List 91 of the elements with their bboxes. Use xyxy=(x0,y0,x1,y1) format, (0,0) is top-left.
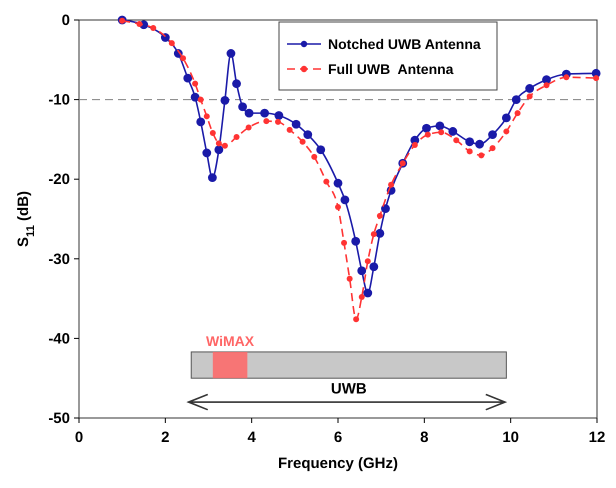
point xyxy=(196,117,206,126)
point xyxy=(488,130,497,140)
point xyxy=(292,120,301,129)
point xyxy=(246,124,252,130)
point xyxy=(526,93,533,100)
point xyxy=(478,152,484,158)
point xyxy=(260,108,270,118)
y-tick-label: -40 xyxy=(48,330,70,348)
point xyxy=(448,127,458,136)
point xyxy=(412,142,418,148)
point xyxy=(311,154,318,160)
point xyxy=(214,145,224,154)
x-tick-label: 8 xyxy=(420,429,429,446)
point xyxy=(204,113,210,120)
point xyxy=(351,236,360,246)
point xyxy=(438,129,444,136)
point xyxy=(244,108,254,118)
point xyxy=(422,124,431,133)
point xyxy=(341,240,348,246)
point xyxy=(375,228,384,238)
legend-label: Full UWB Antenna xyxy=(328,61,454,77)
point xyxy=(543,82,550,88)
point xyxy=(466,148,473,154)
point xyxy=(275,118,281,125)
point xyxy=(208,173,217,182)
point xyxy=(381,204,390,214)
x-tick-label: 2 xyxy=(161,429,170,446)
point xyxy=(376,212,383,219)
point xyxy=(563,74,570,80)
y-tick-label: -30 xyxy=(48,250,70,268)
point xyxy=(346,276,353,282)
point xyxy=(490,145,496,152)
y-tick-label: -50 xyxy=(48,410,70,427)
x-tick-label: 6 xyxy=(334,429,342,446)
band-label: UWB xyxy=(330,380,367,398)
point xyxy=(503,128,510,134)
y-tick-label: 0 xyxy=(62,12,70,29)
point xyxy=(453,137,460,144)
point xyxy=(334,178,342,188)
point xyxy=(180,55,186,62)
x-tick-label: 10 xyxy=(502,429,520,446)
point xyxy=(222,142,228,149)
point xyxy=(388,182,394,188)
point xyxy=(364,258,371,264)
legend-label: Notched UWB Antenna xyxy=(328,36,481,52)
point xyxy=(220,96,230,105)
point xyxy=(286,126,293,133)
point xyxy=(316,145,326,154)
point xyxy=(263,118,270,124)
point xyxy=(274,111,284,120)
point xyxy=(335,204,341,210)
point xyxy=(357,266,366,276)
band-label: WiMAX xyxy=(206,332,255,349)
x-tick-label: 0 xyxy=(74,429,84,446)
point xyxy=(202,148,212,158)
point xyxy=(465,137,474,146)
point xyxy=(234,134,240,140)
point xyxy=(370,231,377,238)
y-tick-label: -20 xyxy=(48,171,70,188)
point xyxy=(232,79,241,88)
point xyxy=(323,178,330,185)
point xyxy=(593,75,600,82)
point xyxy=(150,24,156,31)
point xyxy=(303,130,312,140)
point xyxy=(475,140,484,149)
point xyxy=(525,84,534,93)
point xyxy=(226,49,236,58)
point xyxy=(198,96,204,103)
point xyxy=(183,74,192,83)
x-axis-title: Frequency (GHz) xyxy=(278,455,398,472)
point xyxy=(353,316,360,322)
point xyxy=(369,262,378,272)
point xyxy=(340,195,350,204)
point xyxy=(168,40,175,46)
point xyxy=(238,102,247,112)
point xyxy=(435,121,444,130)
point xyxy=(502,114,511,122)
point xyxy=(514,110,521,116)
point xyxy=(190,92,200,102)
point xyxy=(192,80,198,87)
point xyxy=(358,294,365,300)
x-tick-label: 12 xyxy=(588,429,606,446)
x-tick-label: 4 xyxy=(247,429,256,446)
point xyxy=(363,288,372,298)
point xyxy=(424,132,431,138)
point xyxy=(210,130,216,136)
point xyxy=(512,95,521,104)
point xyxy=(300,138,306,145)
point xyxy=(136,20,142,27)
y-tick-label: -10 xyxy=(48,92,70,109)
point xyxy=(216,140,222,146)
